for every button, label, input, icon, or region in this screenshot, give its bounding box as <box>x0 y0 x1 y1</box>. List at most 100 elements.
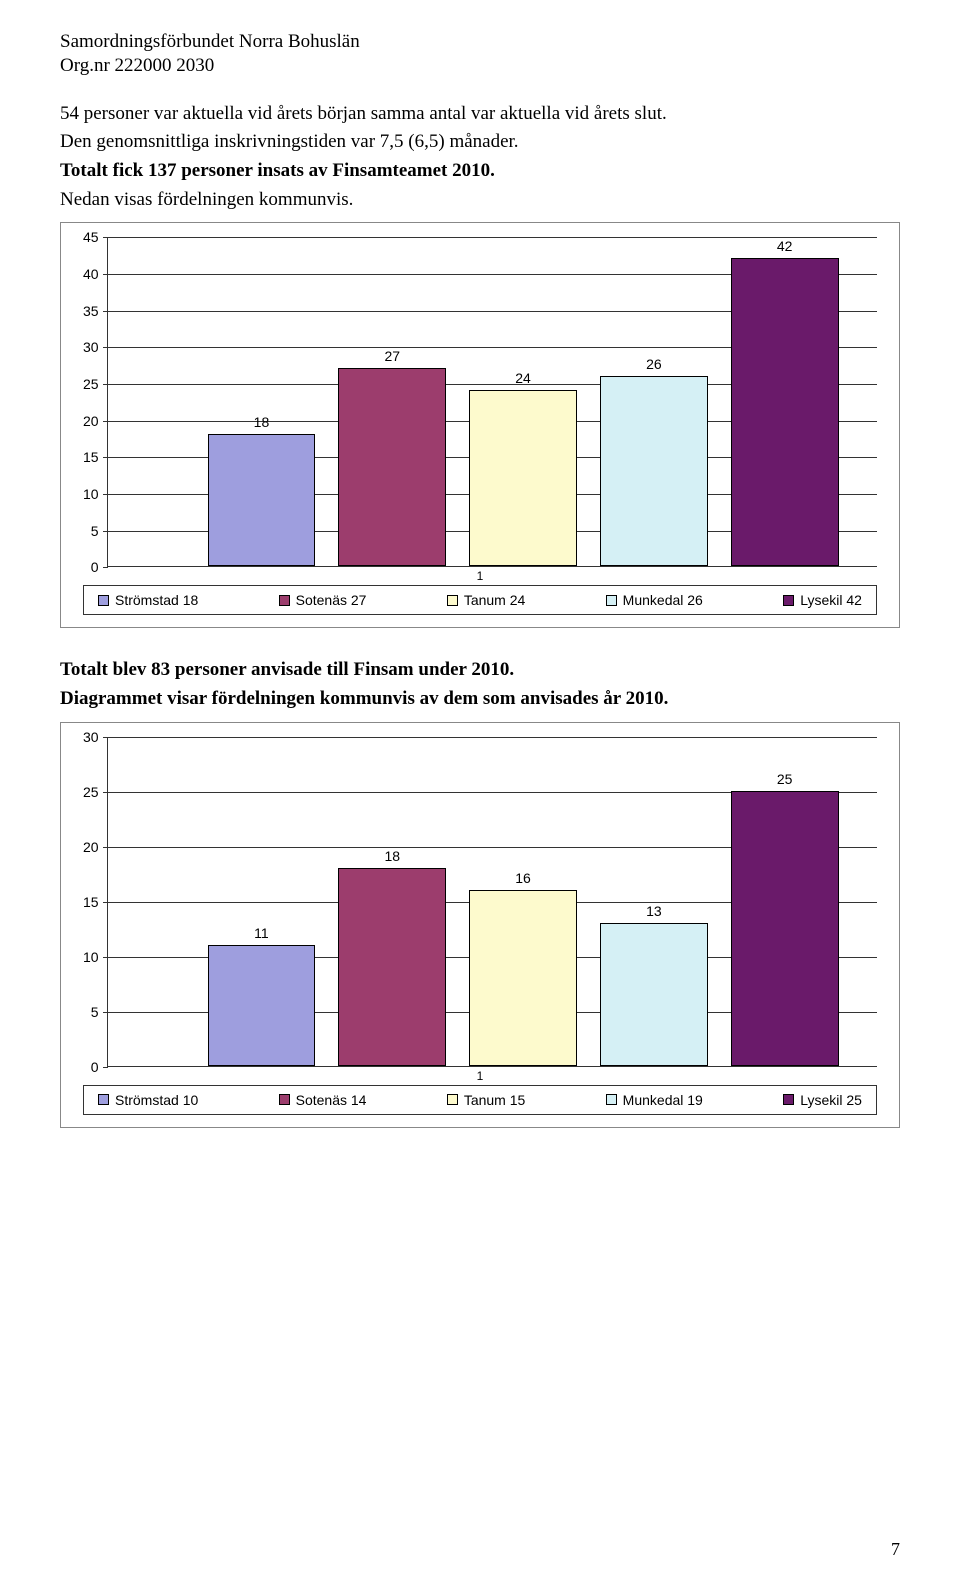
chart-2-legend-swatch <box>606 1094 617 1105</box>
chart-2-legend-item: Munkedal 19 <box>606 1092 703 1108</box>
chart-1-legend-item: Munkedal 26 <box>606 592 703 608</box>
chart-1-x-label: 1 <box>83 569 877 581</box>
chart-2-legend-label: Tanum 15 <box>464 1092 525 1108</box>
mid-block: Totalt blev 83 personer anvisade till Fi… <box>60 658 900 711</box>
chart-1-ytick-label: 35 <box>83 303 99 319</box>
chart-1-ytick-label: 5 <box>91 523 99 539</box>
chart-1-bar-value-label: 24 <box>515 370 531 386</box>
chart-1-ytick-label: 40 <box>83 266 99 282</box>
chart-2-tickmark <box>103 847 108 848</box>
chart-2-legend-label: Sotenäs 14 <box>296 1092 367 1108</box>
page-number: 7 <box>891 1539 900 1560</box>
chart-2-x-label: 1 <box>83 1069 877 1081</box>
chart-1-tickmark <box>103 567 108 568</box>
chart-2-ytick-label: 10 <box>83 949 99 965</box>
chart-1-tickmark <box>103 311 108 312</box>
chart-1-bar <box>338 368 446 566</box>
chart-1-tickmark <box>103 457 108 458</box>
chart-2-legend-swatch <box>783 1094 794 1105</box>
intro-p3: Totalt fick 137 personer insats av Finsa… <box>60 159 900 184</box>
chart-2-ytick-label: 5 <box>91 1004 99 1020</box>
chart-2-legend-swatch <box>98 1094 109 1105</box>
header-line-1: Samordningsförbundet Norra Bohuslän <box>60 30 900 54</box>
chart-1-tickmark <box>103 494 108 495</box>
chart-2-bar-value-label: 13 <box>646 903 662 919</box>
chart-2-legend-item: Sotenäs 14 <box>279 1092 367 1108</box>
chart-2-legend-label: Lysekil 25 <box>800 1092 862 1108</box>
chart-1-frame: 45 40 35 30 25 20 15 10 5 0 18 27 24 26 42 1 Strömsta… <box>60 222 900 628</box>
chart-1-ytick-label: 15 <box>83 449 99 465</box>
chart-1-bar-value-label: 18 <box>254 414 270 430</box>
chart-2-gridline <box>108 737 877 738</box>
chart-2-bar-value-label: 25 <box>777 771 793 787</box>
chart-1-tickmark <box>103 384 108 385</box>
mid-p2: Diagrammet visar fördelningen kommunvis … <box>60 687 900 712</box>
chart-1-legend-swatch <box>98 595 109 606</box>
chart-2-tickmark <box>103 792 108 793</box>
chart-1-ytick-label: 20 <box>83 413 99 429</box>
chart-1-tickmark <box>103 421 108 422</box>
chart-2-tickmark <box>103 1067 108 1068</box>
intro-block: 54 personer var aktuella vid årets börja… <box>60 102 900 213</box>
chart-2-ytick-label: 20 <box>83 839 99 855</box>
chart-2-bar <box>731 791 839 1066</box>
chart-1-bar-value-label: 27 <box>384 348 400 364</box>
chart-1-legend-label: Sotenäs 27 <box>296 592 367 608</box>
document-header: Samordningsförbundet Norra Bohuslän Org.… <box>60 30 900 78</box>
chart-2-bar <box>600 923 708 1066</box>
chart-2-tickmark <box>103 957 108 958</box>
chart-2-plot-wrap: 302520151050 1118161325 <box>83 737 877 1067</box>
chart-2-legend: Strömstad 10 Sotenäs 14 Tanum 15 Munkedal 1… <box>83 1085 877 1115</box>
chart-1-y-axis: 454035302520151050 <box>83 237 107 567</box>
chart-1-ytick-label: 0 <box>91 559 99 575</box>
chart-2-tickmark <box>103 1012 108 1013</box>
chart-1-tickmark <box>103 531 108 532</box>
chart-2-ytick-label: 25 <box>83 784 99 800</box>
chart-1-legend-label: Lysekil 42 <box>800 592 862 608</box>
chart-2-ytick-label: 0 <box>91 1059 99 1075</box>
chart-1-legend-swatch <box>606 595 617 606</box>
chart-1-bar <box>469 390 577 566</box>
intro-p1: 54 personer var aktuella vid årets börja… <box>60 102 900 127</box>
chart-2-legend-label: Strömstad 10 <box>115 1092 198 1108</box>
chart-1-bar <box>600 376 708 567</box>
chart-1-bar-value-label: 26 <box>646 356 662 372</box>
chart-2-plot-area: 1118161325 <box>107 737 877 1067</box>
chart-1-legend-swatch <box>279 595 290 606</box>
chart-2-legend-swatch <box>447 1094 458 1105</box>
chart-2-legend-item: Tanum 15 <box>447 1092 525 1108</box>
chart-2-tickmark <box>103 737 108 738</box>
chart-1-bar <box>731 258 839 566</box>
intro-p4: Nedan visas fördelningen kommunvis. <box>60 188 900 213</box>
chart-1-bar-value-label: 42 <box>777 238 793 254</box>
chart-1-gridline <box>108 237 877 238</box>
chart-2-legend-item: Strömstad 10 <box>98 1092 198 1108</box>
chart-2-tickmark <box>103 902 108 903</box>
chart-1-plot-wrap: 454035302520151050 1827242642 <box>83 237 877 567</box>
chart-1-plot-area: 18 27 24 26 42 <box>107 237 877 567</box>
chart-1-ytick-label: 45 <box>83 229 99 245</box>
mid-p1: Totalt blev 83 personer anvisade till Fi… <box>60 658 900 683</box>
chart-1-ytick-label: 30 <box>83 339 99 355</box>
chart-1-tickmark <box>103 237 108 238</box>
header-line-2: Org.nr 222000 2030 <box>60 54 900 78</box>
chart-1-legend-swatch <box>447 595 458 606</box>
intro-p2: Den genomsnittliga inskrivningstiden var… <box>60 130 900 155</box>
chart-1-legend-label: Strömstad 18 <box>115 592 198 608</box>
chart-2-bar-value-label: 18 <box>384 848 400 864</box>
chart-1-legend-item: Strömstad 18 <box>98 592 198 608</box>
chart-1-legend-swatch <box>783 595 794 606</box>
chart-1-ytick-label: 25 <box>83 376 99 392</box>
chart-2-bar <box>208 945 316 1066</box>
chart-2-bar <box>469 890 577 1066</box>
chart-2-ytick-label: 15 <box>83 894 99 910</box>
chart-1-legend-label: Tanum 24 <box>464 592 525 608</box>
chart-2-bar-value-label: 11 <box>254 925 269 941</box>
chart-1-tickmark <box>103 274 108 275</box>
chart-1-ytick-label: 10 <box>83 486 99 502</box>
chart-1-tickmark <box>103 347 108 348</box>
chart-2-legend-item: Lysekil 25 <box>783 1092 862 1108</box>
chart-2-ytick-label: 30 <box>83 729 99 745</box>
chart-1-legend-item: Sotenäs 27 <box>279 592 367 608</box>
chart-2-frame: 302520151050 1118161325 1 Strömstad 10So… <box>60 722 900 1128</box>
